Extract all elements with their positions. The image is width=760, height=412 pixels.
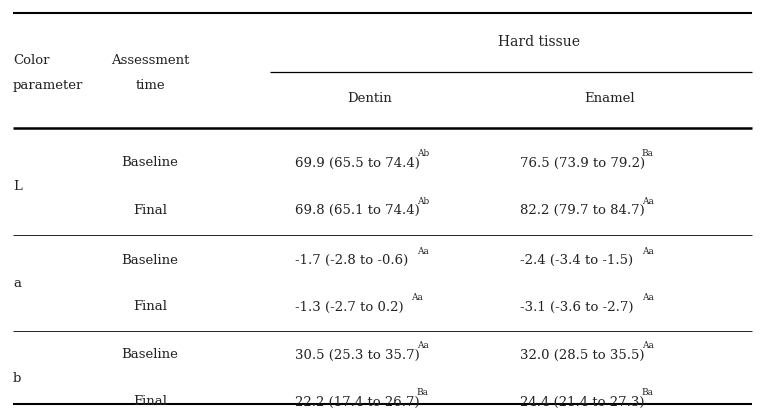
Text: 32.0 (28.5 to 35.5): 32.0 (28.5 to 35.5) <box>520 349 644 361</box>
Text: 30.5 (25.3 to 35.7): 30.5 (25.3 to 35.7) <box>295 349 420 361</box>
Text: Aa: Aa <box>410 293 423 302</box>
Text: Assessment: Assessment <box>111 54 189 67</box>
Text: Ab: Ab <box>416 197 429 206</box>
Text: 69.9 (65.5 to 74.4): 69.9 (65.5 to 74.4) <box>295 157 420 169</box>
Text: 76.5 (73.9 to 79.2): 76.5 (73.9 to 79.2) <box>520 157 645 169</box>
Text: Final: Final <box>133 300 167 314</box>
Text: Ba: Ba <box>416 389 429 398</box>
Text: Ba: Ba <box>641 150 654 159</box>
Text: Aa: Aa <box>641 197 654 206</box>
Text: Color: Color <box>13 54 49 67</box>
Text: a: a <box>13 277 21 290</box>
Text: 69.8 (65.1 to 74.4): 69.8 (65.1 to 74.4) <box>295 204 420 216</box>
Text: time: time <box>135 79 165 92</box>
Text: Baseline: Baseline <box>122 157 179 169</box>
Text: L: L <box>13 180 22 193</box>
Text: -1.7 (-2.8 to -0.6): -1.7 (-2.8 to -0.6) <box>295 253 408 267</box>
Text: 22.2 (17.4 to 26.7): 22.2 (17.4 to 26.7) <box>295 396 420 409</box>
Text: -1.3 (-2.7 to 0.2): -1.3 (-2.7 to 0.2) <box>295 300 404 314</box>
Text: b: b <box>13 372 21 385</box>
Text: Aa: Aa <box>416 342 429 351</box>
Text: Baseline: Baseline <box>122 253 179 267</box>
Text: Baseline: Baseline <box>122 349 179 361</box>
Text: 82.2 (79.7 to 84.7): 82.2 (79.7 to 84.7) <box>520 204 644 216</box>
Text: -2.4 (-3.4 to -1.5): -2.4 (-3.4 to -1.5) <box>520 253 633 267</box>
Text: Aa: Aa <box>641 293 654 302</box>
Text: parameter: parameter <box>13 79 84 92</box>
Text: Ba: Ba <box>641 389 654 398</box>
Text: -3.1 (-3.6 to -2.7): -3.1 (-3.6 to -2.7) <box>520 300 634 314</box>
Text: Final: Final <box>133 204 167 216</box>
Text: Final: Final <box>133 396 167 409</box>
Text: Ab: Ab <box>416 150 429 159</box>
Text: Hard tissue: Hard tissue <box>498 35 579 49</box>
Text: Aa: Aa <box>641 246 654 255</box>
Text: 24.4 (21.4 to 27.3): 24.4 (21.4 to 27.3) <box>520 396 644 409</box>
Text: Dentin: Dentin <box>347 93 392 105</box>
Text: Aa: Aa <box>641 342 654 351</box>
Text: Aa: Aa <box>416 246 429 255</box>
Text: Enamel: Enamel <box>584 93 635 105</box>
